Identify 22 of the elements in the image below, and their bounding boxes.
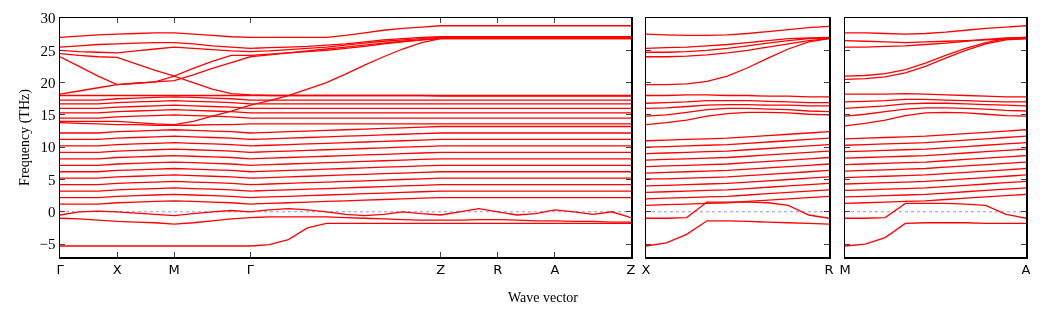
y-tick-label: 0 (48, 204, 56, 221)
y-tick-label: 20 (40, 74, 56, 91)
x-tick-label: A (1021, 262, 1031, 278)
x-tick-label: Γ (246, 262, 255, 278)
x-axis-title: Wave vector (508, 290, 579, 305)
x-tick-label: X (112, 262, 122, 278)
y-tick-label: 5 (48, 171, 56, 188)
y-tick-label: 25 (40, 42, 56, 59)
y-axis-title: Frequency (THz) (17, 88, 34, 186)
x-tick-label: M (168, 262, 180, 278)
x-tick-label: R (824, 262, 834, 278)
y-tick-label: 15 (40, 107, 56, 124)
x-tick-label: Γ (56, 262, 65, 278)
x-tick-label: A (550, 262, 560, 278)
x-tick-label: Z (436, 262, 446, 278)
x-tick-label: M (839, 262, 851, 278)
y-tick-label: 10 (40, 139, 56, 156)
y-tick-label: 30 (40, 10, 56, 27)
x-tick-label: R (493, 262, 503, 278)
x-tick-label: X (641, 262, 651, 278)
x-tick-label: Z (626, 262, 636, 278)
y-tick-label: −5 (39, 236, 56, 253)
